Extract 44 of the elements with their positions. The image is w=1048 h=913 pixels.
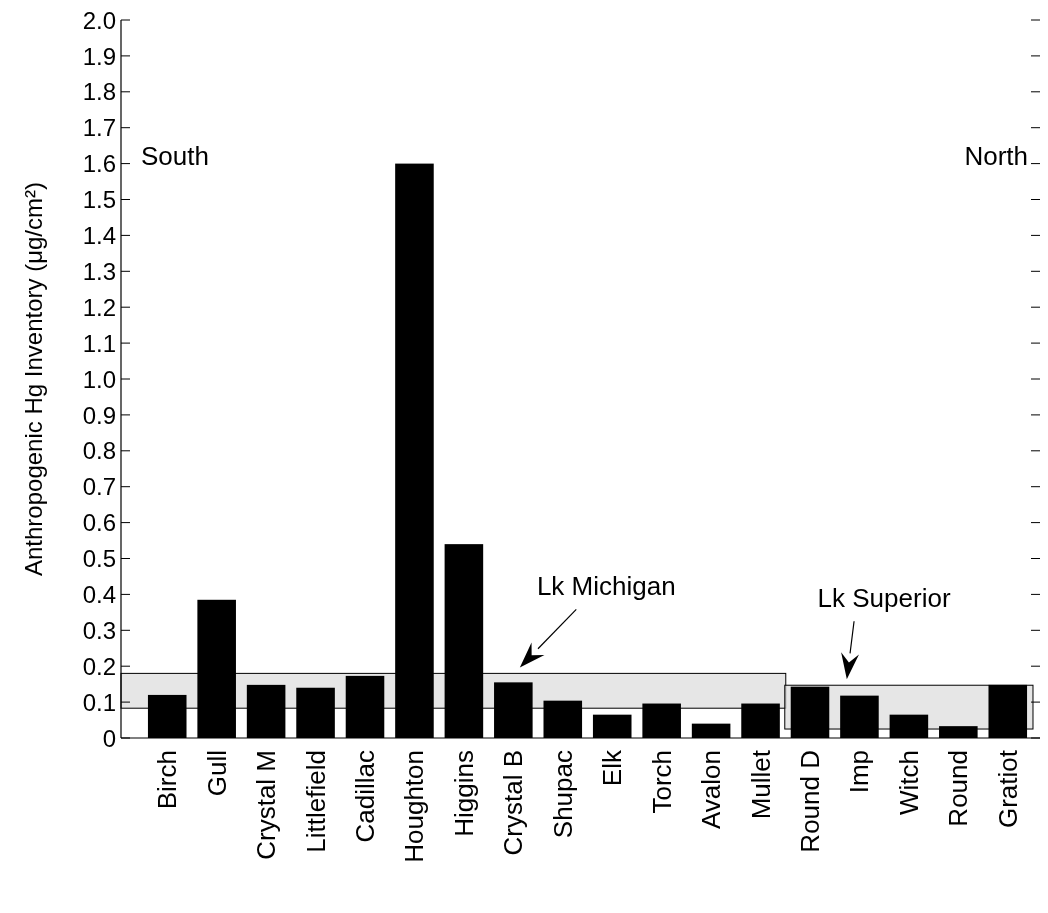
- y-axis-title: Anthropogenic Hg Inventory (μg/cm²): [20, 182, 47, 576]
- y-tick-label: 1.6: [82, 150, 116, 178]
- y-tick-label: 1.3: [82, 257, 116, 285]
- x-tick-label: Houghton: [399, 750, 430, 863]
- x-tick-label: Mullet: [745, 749, 776, 820]
- annotation: North: [964, 141, 1028, 171]
- x-tick-label: Elk: [597, 749, 628, 787]
- band-label: Lk Superior: [817, 583, 951, 614]
- y-tick-label: 0.6: [82, 509, 116, 537]
- y-tick-label: 1.1: [82, 329, 116, 357]
- x-tick-label: Gratiot: [992, 749, 1023, 829]
- x-tick-label: Shupac: [547, 750, 578, 839]
- y-tick-label: 2.0: [82, 6, 116, 34]
- y-tick-label: 1.4: [82, 222, 116, 250]
- y-tick-label: 1.0: [82, 365, 116, 393]
- y-tick-label: 1.9: [82, 42, 116, 70]
- y-tick-label: 0: [102, 724, 116, 752]
- x-tick-label: Round: [943, 750, 974, 827]
- x-tick-label: Witch: [893, 750, 924, 815]
- y-tick-label: 0.5: [82, 545, 116, 573]
- x-tick-label: Cadillac: [350, 750, 380, 843]
- y-tick-label: 1.5: [82, 186, 116, 214]
- x-tick-label: Torch: [646, 750, 677, 814]
- x-tick-label: Avalon: [696, 750, 727, 830]
- y-tick-label: 0.1: [82, 688, 116, 716]
- y-tick-label: 0.9: [82, 401, 116, 429]
- y-tick-label: 0.2: [82, 652, 116, 680]
- y-tick-label: 0.4: [82, 581, 116, 609]
- y-tick-label: 0.8: [82, 437, 116, 465]
- x-tick-label: Imp: [844, 750, 875, 794]
- x-tick-label: Crystal M: [251, 750, 282, 860]
- x-tick-label: Higgins: [448, 750, 479, 837]
- band-label: Lk Michigan: [536, 571, 676, 602]
- y-tick-label: 1.7: [82, 114, 116, 142]
- y-tick-label: 1.2: [82, 293, 116, 321]
- x-tick-label: Round D: [795, 750, 825, 853]
- x-tick-label: Crystal B: [498, 750, 529, 856]
- y-tick-label: 0.7: [82, 473, 116, 501]
- x-tick-label: Birch: [152, 750, 183, 810]
- x-tick-label: Gull: [201, 750, 232, 797]
- annotation: South: [141, 141, 209, 171]
- x-tick-label: Littlefield: [300, 750, 331, 853]
- y-tick-label: 0.3: [82, 616, 116, 644]
- y-tick-label: 1.8: [82, 78, 116, 106]
